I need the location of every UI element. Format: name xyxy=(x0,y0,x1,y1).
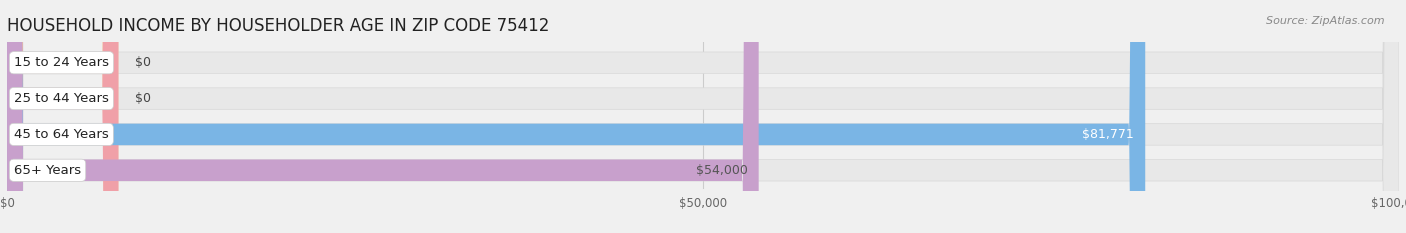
FancyBboxPatch shape xyxy=(7,0,759,233)
FancyBboxPatch shape xyxy=(7,0,1399,233)
Text: $0: $0 xyxy=(135,92,150,105)
FancyBboxPatch shape xyxy=(7,0,1399,233)
Text: $54,000: $54,000 xyxy=(696,164,748,177)
FancyBboxPatch shape xyxy=(7,0,118,233)
Text: 65+ Years: 65+ Years xyxy=(14,164,82,177)
Text: HOUSEHOLD INCOME BY HOUSEHOLDER AGE IN ZIP CODE 75412: HOUSEHOLD INCOME BY HOUSEHOLDER AGE IN Z… xyxy=(7,17,550,35)
FancyBboxPatch shape xyxy=(7,0,118,233)
Text: $81,771: $81,771 xyxy=(1083,128,1135,141)
FancyBboxPatch shape xyxy=(7,0,1399,233)
Text: Source: ZipAtlas.com: Source: ZipAtlas.com xyxy=(1267,16,1385,26)
Text: 45 to 64 Years: 45 to 64 Years xyxy=(14,128,108,141)
Text: $0: $0 xyxy=(135,56,150,69)
Text: 25 to 44 Years: 25 to 44 Years xyxy=(14,92,108,105)
FancyBboxPatch shape xyxy=(7,0,1146,233)
Text: 15 to 24 Years: 15 to 24 Years xyxy=(14,56,110,69)
FancyBboxPatch shape xyxy=(7,0,1399,233)
